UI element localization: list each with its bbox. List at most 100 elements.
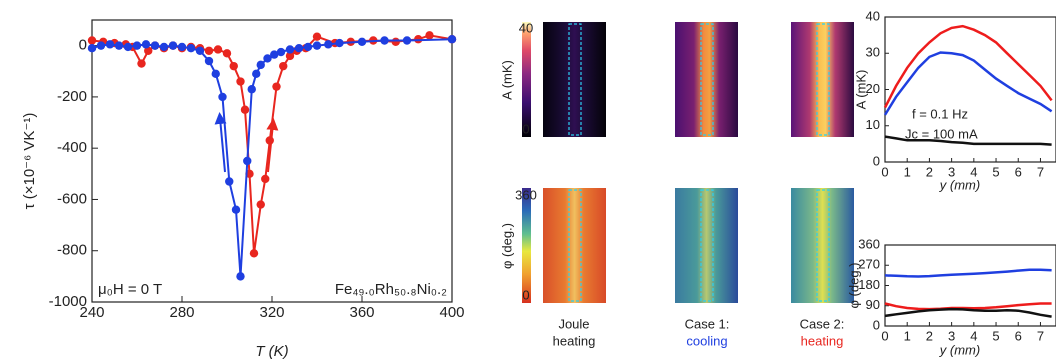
y-tick-label: -800 [57, 242, 87, 259]
x-tick-label: 3 [948, 328, 955, 343]
y-tick-label: 30 [866, 45, 880, 60]
data-point [212, 70, 220, 78]
heatmap [543, 188, 606, 303]
series-line [885, 309, 1052, 317]
x-tick-label: 1 [904, 164, 911, 179]
x-tick-label: 7 [1037, 164, 1044, 179]
data-point [214, 45, 222, 53]
data-point [241, 106, 249, 114]
colorbar-tick: 0 [522, 121, 529, 136]
y-tick-label: 0 [79, 37, 87, 54]
caption: Joule [558, 316, 589, 331]
data-point [272, 82, 280, 90]
data-point [403, 36, 411, 44]
x-tick-label: 320 [259, 304, 284, 321]
data-point [151, 41, 159, 49]
data-point [380, 36, 388, 44]
data-point [225, 177, 233, 185]
data-point [106, 40, 114, 48]
data-point [425, 31, 433, 39]
heatmap [791, 188, 854, 303]
data-point [250, 249, 258, 257]
heatmap [791, 22, 854, 137]
heatmap [675, 22, 738, 137]
y-tick-label: 180 [858, 277, 880, 292]
y-tick-label: 10 [866, 117, 880, 132]
series-line [885, 304, 1052, 310]
data-point [304, 43, 312, 51]
heatmaps: 40 0 360 0 A (mK) φ (deg.) Joule heating… [499, 20, 854, 348]
x-tick-label: 4 [970, 328, 977, 343]
y-tick-label: 0 [873, 153, 880, 168]
x-tick-label: 2 [926, 164, 933, 179]
data-point [313, 41, 321, 49]
data-point [277, 48, 285, 56]
y-tick-label: -1000 [49, 293, 87, 310]
data-point [88, 36, 96, 44]
colorbar [522, 188, 531, 303]
colorbar-label: φ (deg.) [499, 223, 514, 269]
colorbar-tick: 40 [519, 20, 533, 35]
heatmap [543, 22, 606, 137]
y-axis-label: τ (×10⁻⁶ VK⁻¹) [21, 113, 38, 210]
data-point [97, 41, 105, 49]
x-tick-label: 0 [881, 164, 888, 179]
x-axis-label: y (mm) [939, 177, 980, 192]
data-point [218, 93, 226, 101]
data-point [205, 57, 213, 65]
y-tick-label: -400 [57, 139, 87, 156]
y-axis-label: φ (deg.) [846, 262, 861, 308]
data-point [236, 77, 244, 85]
data-point [169, 41, 177, 49]
x-tick-label: 6 [1015, 164, 1022, 179]
data-point [232, 206, 240, 214]
data-point [205, 47, 213, 55]
data-point [243, 157, 251, 165]
data-point [392, 38, 400, 46]
y-tick-label: 360 [858, 236, 880, 251]
x-tick-label: 7 [1037, 328, 1044, 343]
caption: Case 2: [800, 316, 845, 331]
plot-frame [92, 20, 452, 302]
data-point [324, 40, 332, 48]
data-point [257, 200, 265, 208]
y-tick-label: -600 [57, 190, 87, 207]
data-point [160, 43, 168, 51]
x-axis-label: T (K) [255, 343, 288, 360]
data-point [252, 70, 260, 78]
colorbar-tick: 360 [515, 187, 537, 202]
data-point [236, 272, 244, 280]
x-axis-label: y (mm) [939, 342, 980, 357]
series-line [92, 39, 452, 276]
x-tick-label: 400 [439, 304, 464, 321]
data-point [448, 35, 456, 43]
y-tick-label: 0 [873, 317, 880, 332]
y-tick-label: -200 [57, 88, 87, 105]
colorbar [522, 22, 531, 137]
data-point [187, 44, 195, 52]
data-point [358, 38, 366, 46]
colorbar-tick: 0 [522, 287, 529, 302]
x-tick-label: 2 [926, 328, 933, 343]
data-point [142, 40, 150, 48]
data-point [137, 59, 145, 67]
data-point [248, 85, 256, 93]
caption: Case 1: [685, 316, 730, 331]
x-tick-label: 6 [1015, 328, 1022, 343]
data-point [178, 43, 186, 51]
y-tick-label: 40 [866, 8, 880, 23]
x-tick-label: 280 [169, 304, 194, 321]
series-line [885, 26, 1052, 108]
caption: heating [553, 333, 596, 348]
data-point [295, 44, 303, 52]
data-point [230, 62, 238, 70]
y-tick-label: 270 [858, 257, 880, 272]
heatmap [675, 188, 738, 303]
x-tick-label: 360 [349, 304, 374, 321]
data-point [257, 61, 265, 69]
data-point [335, 39, 343, 47]
series-line [92, 35, 452, 253]
data-point [133, 41, 141, 49]
data-point [313, 32, 321, 40]
x-tick-label: 1 [904, 328, 911, 343]
